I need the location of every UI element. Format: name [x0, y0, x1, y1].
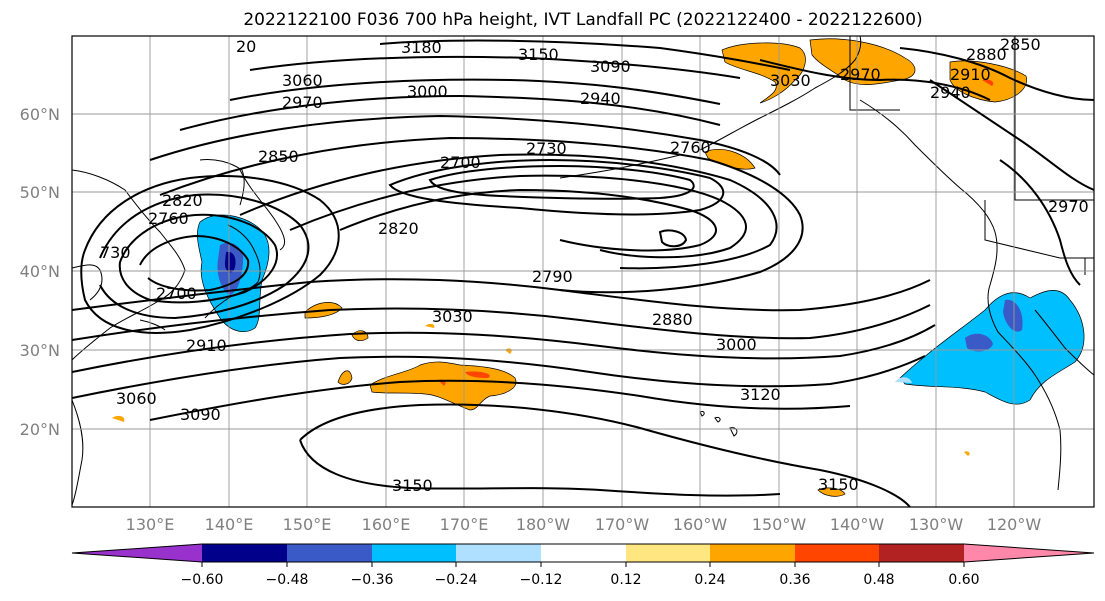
lat-label: 30°N — [20, 341, 60, 360]
colorbar-swatch — [287, 544, 372, 562]
lon-label: 170°W — [595, 515, 650, 534]
colorbar-tick-label: 0.24 — [694, 572, 725, 588]
contour-label: 2970 — [1048, 197, 1089, 216]
contour-label: 3150 — [518, 45, 559, 64]
lon-label: 160°E — [362, 515, 411, 534]
contour-label: 3090 — [590, 57, 631, 76]
colorbar-swatch — [710, 544, 795, 562]
contour-label: 2700 — [440, 153, 481, 172]
colorbar-swatch — [541, 544, 626, 562]
contour-label: 2820 — [378, 219, 419, 238]
contour-label: 2970 — [840, 65, 881, 84]
lat-label: 20°N — [20, 420, 60, 439]
map-title: 2022122100 F036 700 hPa height, IVT Land… — [243, 10, 922, 30]
lon-label: 130°W — [909, 515, 964, 534]
contour-label: 730 — [100, 243, 131, 262]
contour-label: 2850 — [1000, 35, 1041, 54]
map-panel: 3180 3150 3090 3060 3000 2970 2940 2850 … — [72, 35, 1094, 507]
shade-westus-strong-2 — [1003, 299, 1023, 332]
shade-westus-negative — [899, 290, 1085, 405]
political-borders — [849, 36, 1094, 275]
contour-label: 3000 — [407, 82, 448, 101]
colorbar-tick-label: −0.36 — [351, 572, 394, 588]
colorbar-ticks — [201, 562, 965, 567]
colorbar-swatch — [372, 544, 456, 562]
shade-japan-core — [224, 251, 236, 273]
shade-alaska-positive — [721, 42, 806, 104]
shade-small-positive-6 — [112, 415, 125, 422]
contour-label: 2940 — [580, 89, 621, 108]
contour-label: 2940 — [930, 83, 971, 102]
shade-small-positive-3 — [337, 370, 353, 385]
colorbar-tick-label: −0.12 — [520, 572, 563, 588]
shade-westus-light — [895, 377, 912, 383]
lon-label: 150°E — [283, 515, 332, 534]
map-frame — [71, 35, 1095, 508]
height-contours — [72, 39, 1094, 507]
contour-labels: 3180 3150 3090 3060 3000 2970 2940 2850 … — [100, 35, 1089, 495]
lat-label: 50°N — [20, 183, 60, 202]
colorbar-tick-label: 0.60 — [948, 572, 979, 588]
contour-label: 2970 — [282, 93, 323, 112]
lon-label: 140°W — [830, 515, 885, 534]
gridlines — [72, 36, 1094, 507]
colorbar-swatch — [879, 544, 964, 562]
lon-labels: 130°E 140°E 150°E 160°E 170°E 180°W 170°… — [126, 515, 1042, 534]
colorbar-tick-label: 0.48 — [863, 572, 894, 588]
colorbar-tick-label: 0.12 — [610, 572, 641, 588]
colorbar-tick-label: −0.60 — [181, 572, 224, 588]
shade-small-positive-8 — [964, 451, 970, 456]
shade-small-positive-5 — [817, 487, 846, 497]
lon-label: 150°W — [752, 515, 807, 534]
contour-label: 2730 — [526, 139, 567, 158]
lat-label: 40°N — [20, 262, 60, 281]
contour-label: 3180 — [401, 38, 442, 57]
shade-small-positive-4 — [425, 323, 435, 328]
contour-label: 3030 — [770, 71, 811, 90]
colorbar-swatch — [795, 544, 879, 562]
contour-label: 2850 — [258, 147, 299, 166]
lon-label: 170°E — [440, 515, 489, 534]
lon-label: 180°W — [516, 515, 571, 534]
contour-label: 2880 — [652, 310, 693, 329]
shade-westus-strong — [965, 333, 993, 352]
contour-label: 2910 — [950, 65, 991, 84]
colorbar-tick-label: 0.36 — [779, 572, 810, 588]
colorbar-tick-label: −0.48 — [266, 572, 309, 588]
contour-label: 3060 — [282, 71, 323, 90]
colorbar: −0.60 −0.48 −0.36 −0.24 −0.12 0.12 0.24 … — [71, 543, 1095, 588]
contour-label: 2910 — [186, 336, 227, 355]
contour-label: 3000 — [716, 335, 757, 354]
lat-label: 60°N — [20, 105, 60, 124]
contour-label: 3090 — [180, 405, 221, 424]
contour-label: 3150 — [392, 476, 433, 495]
colorbar-swatch — [202, 544, 287, 562]
contour-label: 2700 — [156, 284, 197, 303]
lon-label: 160°W — [673, 515, 728, 534]
contour-label: 2790 — [532, 267, 573, 286]
contour-label: 2760 — [670, 138, 711, 157]
lat-labels: 60°N 50°N 40°N 30°N 20°N — [20, 105, 60, 439]
colorbar-swatch — [964, 544, 1094, 562]
contour-label: 20 — [236, 37, 256, 56]
contour-label: 3030 — [432, 307, 473, 326]
colorbar-swatch — [456, 544, 541, 562]
colorbar-swatch — [72, 544, 202, 562]
lon-label: 120°W — [987, 515, 1042, 534]
colorbar-tick-label: −0.24 — [435, 572, 478, 588]
contour-label: 2820 — [162, 191, 203, 210]
lon-label: 130°E — [126, 515, 175, 534]
contour-label: 2880 — [966, 45, 1007, 64]
contour-label: 2760 — [148, 209, 189, 228]
contour-label: 3060 — [116, 389, 157, 408]
contour-label: 3120 — [740, 385, 781, 404]
shade-canada-strong — [982, 79, 994, 86]
lon-label: 140°E — [205, 515, 254, 534]
colorbar-swatch — [626, 544, 710, 562]
contour-label: 3150 — [818, 475, 859, 494]
shade-subtrop-strong-2 — [465, 371, 490, 378]
